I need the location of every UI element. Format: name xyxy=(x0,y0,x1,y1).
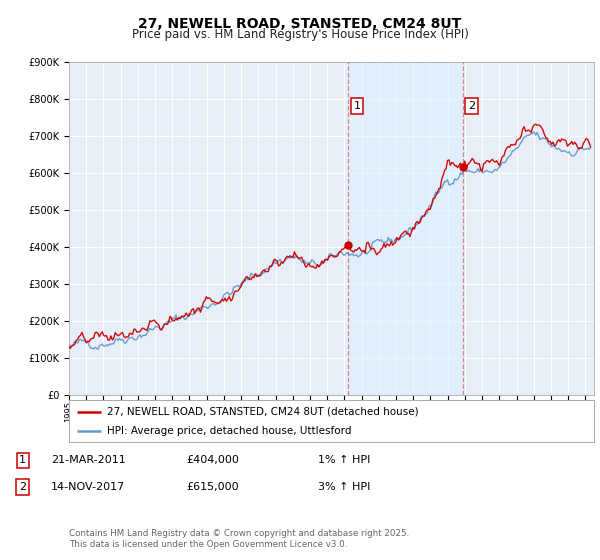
Text: 27, NEWELL ROAD, STANSTED, CM24 8UT: 27, NEWELL ROAD, STANSTED, CM24 8UT xyxy=(139,17,461,31)
Text: HPI: Average price, detached house, Uttlesford: HPI: Average price, detached house, Uttl… xyxy=(107,426,352,436)
Bar xyxy=(348,62,463,395)
Text: £404,000: £404,000 xyxy=(186,455,239,465)
Text: 27, NEWELL ROAD, STANSTED, CM24 8UT (detached house): 27, NEWELL ROAD, STANSTED, CM24 8UT (det… xyxy=(107,407,418,417)
Text: 1: 1 xyxy=(19,455,26,465)
Text: 14-NOV-2017: 14-NOV-2017 xyxy=(51,482,125,492)
Text: 2: 2 xyxy=(19,482,26,492)
Text: 3% ↑ HPI: 3% ↑ HPI xyxy=(318,482,370,492)
Text: 21-MAR-2011: 21-MAR-2011 xyxy=(51,455,126,465)
Text: Price paid vs. HM Land Registry's House Price Index (HPI): Price paid vs. HM Land Registry's House … xyxy=(131,28,469,41)
Text: £615,000: £615,000 xyxy=(186,482,239,492)
Text: 1% ↑ HPI: 1% ↑ HPI xyxy=(318,455,370,465)
Text: 1: 1 xyxy=(353,101,361,111)
Text: Contains HM Land Registry data © Crown copyright and database right 2025.
This d: Contains HM Land Registry data © Crown c… xyxy=(69,529,409,549)
Text: 2: 2 xyxy=(468,101,475,111)
